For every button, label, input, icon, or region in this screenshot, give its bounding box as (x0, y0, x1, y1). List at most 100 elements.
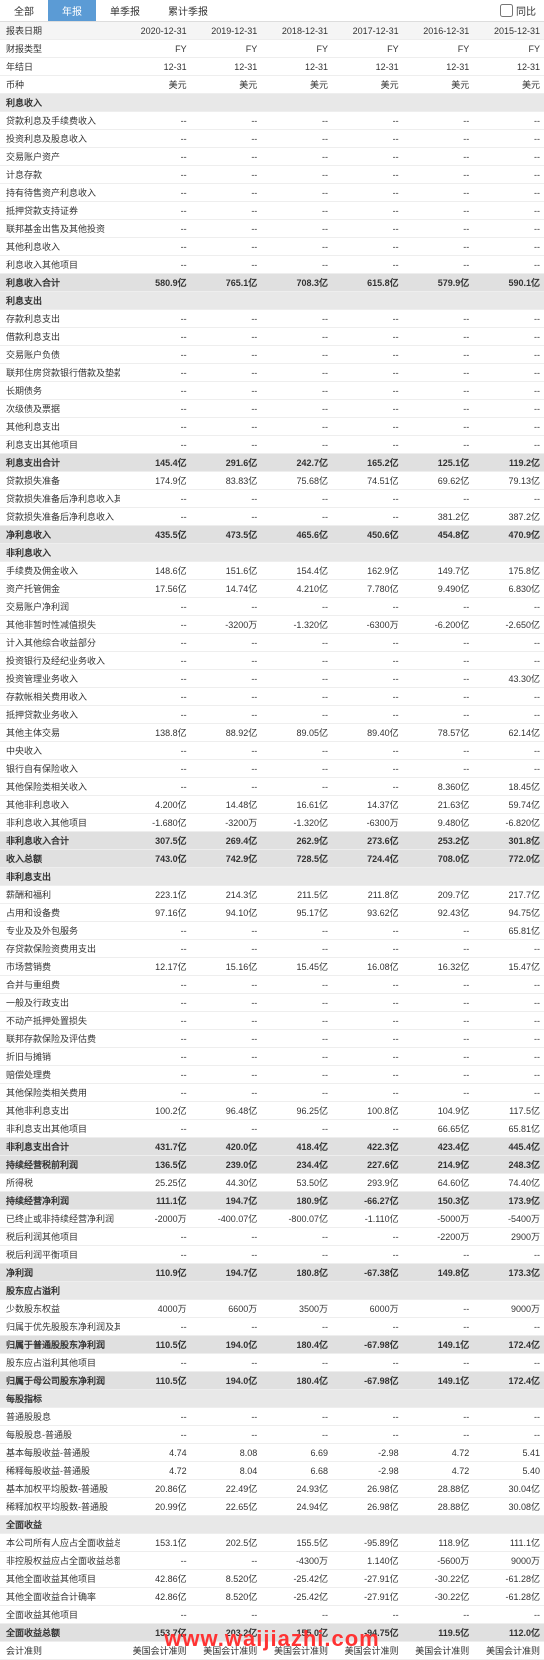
cell-value: 28.88亿 (403, 1498, 474, 1516)
cell-value: 138.8亿 (120, 724, 191, 742)
cell-value: -1.110亿 (332, 1210, 403, 1228)
cell-value: -- (120, 1606, 191, 1624)
cell-value: 111.1亿 (120, 1192, 191, 1210)
cell-value: -- (261, 706, 332, 724)
cell-value: -- (261, 976, 332, 994)
cell-value: 9.480亿 (403, 814, 474, 832)
tab-annual[interactable]: 年报 (48, 0, 96, 21)
cell-value: 25.25亿 (120, 1174, 191, 1192)
cell-value: 248.3亿 (473, 1156, 544, 1174)
yoy-checkbox[interactable] (500, 4, 513, 17)
table-row: 计息存款------------ (0, 166, 544, 184)
cell-value: 20.99亿 (120, 1498, 191, 1516)
cell-value: -- (403, 256, 474, 274)
cell-value: 18.45亿 (473, 778, 544, 796)
table-row: 持续经营税前利润136.5亿239.0亿234.4亿227.6亿214.9亿24… (0, 1156, 544, 1174)
cell-value: -- (473, 166, 544, 184)
cell-value: -27.91亿 (332, 1588, 403, 1606)
cell-value: -- (403, 202, 474, 220)
cell-value: -- (403, 652, 474, 670)
cell-value: 269.4亿 (191, 832, 262, 850)
cell-value: 美元 (191, 76, 262, 94)
row-label: 利息收入 (0, 94, 120, 112)
cell-value: -- (332, 220, 403, 238)
table-row: 股东应占溢利 (0, 1282, 544, 1300)
cell-value: -3200万 (191, 616, 262, 634)
cell-value: -- (191, 1606, 262, 1624)
cell-value: -5000万 (403, 1210, 474, 1228)
row-label: 本公司所有人应占全面收益总额 (0, 1534, 120, 1552)
cell-value: -- (332, 112, 403, 130)
cell-value: 151.6亿 (191, 562, 262, 580)
cell-value: -- (332, 346, 403, 364)
cell-value: -- (261, 598, 332, 616)
row-label: 普通股股息 (0, 1408, 120, 1426)
cell-value: -- (332, 940, 403, 958)
cell-value: 765.1亿 (191, 274, 262, 292)
cell-value: 172.4亿 (473, 1372, 544, 1390)
row-label: 利息收入其他项目 (0, 256, 120, 274)
cell-value: -- (403, 1012, 474, 1030)
cell-value: 104.9亿 (403, 1102, 474, 1120)
table-row: 薪酬和福利223.1亿214.3亿211.5亿211.8亿209.7亿217.7… (0, 886, 544, 904)
cell-value (403, 292, 474, 310)
table-row: 非利息收入合计307.5亿269.4亿262.9亿273.6亿253.2亿301… (0, 832, 544, 850)
table-row: 收入总额743.0亿742.9亿728.5亿724.4亿708.0亿772.0亿 (0, 850, 544, 868)
tab-quarterly[interactable]: 单季报 (96, 0, 154, 21)
tab-all[interactable]: 全部 (0, 0, 48, 21)
cell-value: 381.2亿 (403, 508, 474, 526)
cell-value: 65.81亿 (473, 922, 544, 940)
cell-value: 14.48亿 (191, 796, 262, 814)
table-row: 市场营销费12.17亿15.16亿15.45亿16.08亿16.32亿15.47… (0, 958, 544, 976)
cell-value: -61.28亿 (473, 1570, 544, 1588)
cell-value: 253.2亿 (403, 832, 474, 850)
cell-value: -- (403, 1354, 474, 1372)
cell-value: -- (473, 1318, 544, 1336)
tab-cumulative[interactable]: 累计季报 (154, 0, 222, 21)
cell-value: 180.4亿 (261, 1372, 332, 1390)
cell-value: -- (120, 1318, 191, 1336)
cell-value: 112.0亿 (473, 1624, 544, 1642)
table-row: 利息收入其他项目------------ (0, 256, 544, 274)
cell-value (191, 544, 262, 562)
row-label: 所得税 (0, 1174, 120, 1192)
cell-value: 742.9亿 (191, 850, 262, 868)
cell-value: 24.94亿 (261, 1498, 332, 1516)
cell-value: -- (191, 1552, 262, 1570)
cell-value (473, 1390, 544, 1408)
cell-value: -- (191, 1012, 262, 1030)
row-label: 次级债及票据 (0, 400, 120, 418)
cell-value: -- (403, 670, 474, 688)
cell-value: -- (261, 220, 332, 238)
table-row: 折旧与摊销------------ (0, 1048, 544, 1066)
cell-value: -- (473, 220, 544, 238)
cell-value: -- (332, 400, 403, 418)
cell-value: -5400万 (473, 1210, 544, 1228)
cell-value: -- (191, 688, 262, 706)
cell-value: -- (332, 1048, 403, 1066)
cell-value: -- (261, 1408, 332, 1426)
cell-value: -- (191, 634, 262, 652)
cell-value: -- (191, 436, 262, 454)
row-label: 非利息收入 (0, 544, 120, 562)
cell-value: 4.72 (120, 1462, 191, 1480)
table-row: 税后利润平衡项目------------ (0, 1246, 544, 1264)
row-label: 存款利息支出 (0, 310, 120, 328)
cell-value: -- (261, 364, 332, 382)
cell-value (191, 292, 262, 310)
row-label: 长期债务 (0, 382, 120, 400)
cell-value: -- (261, 922, 332, 940)
row-label: 利息支出合计 (0, 454, 120, 472)
cell-value: -- (473, 184, 544, 202)
yoy-checkbox-wrap[interactable]: 同比 (500, 3, 544, 18)
cell-value: -- (332, 670, 403, 688)
row-label: 其他保险类相关费用 (0, 1084, 120, 1102)
table-row: 全面收益其他项目------------ (0, 1606, 544, 1624)
table-row: 财报类型FYFYFYFYFYFY (0, 40, 544, 58)
cell-value: -- (261, 1228, 332, 1246)
cell-value: -- (120, 940, 191, 958)
cell-value: -- (120, 382, 191, 400)
cell-value: -- (191, 706, 262, 724)
cell-value: 53.50亿 (261, 1174, 332, 1192)
cell-value: FY (120, 40, 191, 58)
